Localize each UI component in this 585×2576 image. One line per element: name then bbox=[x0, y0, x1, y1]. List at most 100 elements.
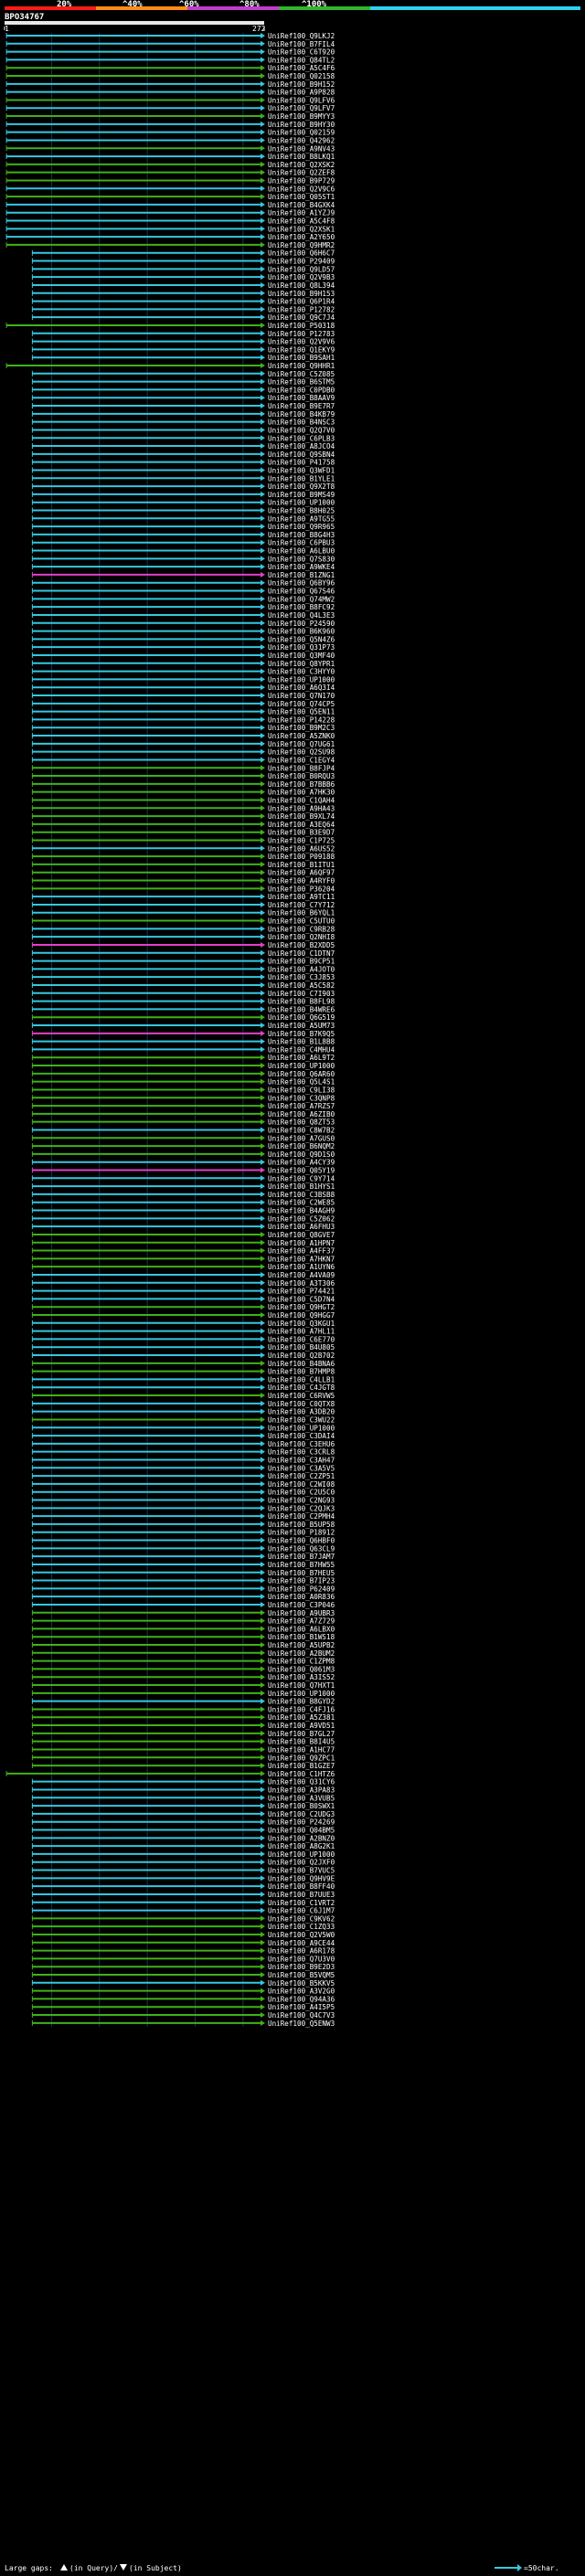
hit-row[interactable]: UniRef100_C0QTX8 bbox=[31, 1400, 335, 1408]
hit-row[interactable]: UniRef100_A5UPB2 bbox=[31, 1641, 335, 1649]
hit-row[interactable]: UniRef100_Q7UG61 bbox=[31, 740, 335, 748]
hit-label[interactable]: UniRef100_C2WE85 bbox=[268, 1199, 335, 1207]
hit-row[interactable]: UniRef100_A9TC11 bbox=[31, 893, 335, 901]
hit-label[interactable]: UniRef100_A6L9T2 bbox=[268, 1054, 335, 1062]
hit-label[interactable]: UniRef100_C2UDG3 bbox=[268, 1810, 335, 1818]
hit-label[interactable]: UniRef100_A3PA83 bbox=[268, 1786, 335, 1794]
hit-label[interactable]: UniRef100_A6US52 bbox=[268, 844, 335, 853]
hit-row[interactable]: UniRef100_B8LKQ1 bbox=[5, 153, 335, 161]
hit-label[interactable]: UniRef100_C9Y714 bbox=[268, 1174, 335, 1182]
hit-label[interactable]: UniRef100_A2Y650 bbox=[268, 233, 335, 241]
hit-row[interactable]: UniRef100_B9XL74 bbox=[31, 812, 335, 821]
hit-row[interactable]: UniRef100_A5C4F8 bbox=[5, 217, 335, 226]
hit-label[interactable]: UniRef100_P36204 bbox=[268, 885, 335, 893]
hit-label[interactable]: UniRef100_B4U805 bbox=[268, 1343, 335, 1352]
hit-label[interactable]: UniRef100_B5KKV5 bbox=[268, 1979, 335, 1988]
hit-label[interactable]: UniRef100_B7FIL4 bbox=[268, 40, 335, 48]
hit-label[interactable]: UniRef100_C3HYY0 bbox=[268, 668, 335, 676]
hit-label[interactable]: UniRef100_Q7U3V0 bbox=[268, 1955, 335, 1963]
hit-row[interactable]: UniRef100_C1P725 bbox=[31, 837, 335, 845]
hit-row[interactable]: UniRef100_Q7S830 bbox=[31, 555, 335, 563]
hit-row[interactable]: UniRef100_P24590 bbox=[31, 620, 335, 628]
hit-row[interactable]: UniRef100_A4VA09 bbox=[31, 1271, 335, 1279]
hit-label[interactable]: UniRef100_B9SAH1 bbox=[268, 354, 335, 362]
hit-label[interactable]: UniRef100_C4JGT8 bbox=[268, 1383, 335, 1392]
hit-label[interactable]: UniRef100_B8FJP4 bbox=[268, 764, 335, 772]
hit-label[interactable]: UniRef100_A9WKE4 bbox=[268, 563, 335, 571]
hit-label[interactable]: UniRef100_Q8YPR1 bbox=[268, 660, 335, 668]
hit-label[interactable]: UniRef100_C5Z085 bbox=[268, 370, 335, 378]
hit-row[interactable]: UniRef100_Q9ZPC1 bbox=[31, 1754, 335, 1762]
hit-row[interactable]: UniRef100_A6LBX0 bbox=[31, 1625, 335, 1633]
hit-row[interactable]: UniRef100_B6STM5 bbox=[31, 378, 335, 387]
hit-label[interactable]: UniRef100_C6J1M7 bbox=[268, 1907, 335, 1915]
hit-row[interactable]: UniRef100_B6NQM2 bbox=[31, 1142, 335, 1150]
hit-row[interactable]: UniRef100_A9HA43 bbox=[31, 804, 335, 812]
hit-row[interactable]: UniRef100_Q9HGG7 bbox=[31, 1311, 335, 1320]
hit-label[interactable]: UniRef100_C0PDB0 bbox=[268, 386, 335, 394]
hit-label[interactable]: UniRef100_B4GXK4 bbox=[268, 201, 335, 209]
hit-row[interactable]: UniRef100_C2WI08 bbox=[31, 1480, 335, 1489]
hit-label[interactable]: UniRef100_P12783 bbox=[268, 330, 335, 338]
hit-label[interactable]: UniRef100_Q6P1R4 bbox=[268, 298, 335, 306]
hit-row[interactable]: UniRef100_B1ZNG1 bbox=[31, 571, 335, 579]
hit-label[interactable]: UniRef100_Q9X2T8 bbox=[268, 482, 335, 491]
hit-row[interactable]: UniRef100_C6E770 bbox=[31, 1335, 335, 1343]
hit-row[interactable]: UniRef100_B4WRE6 bbox=[31, 1005, 335, 1013]
hit-label[interactable]: UniRef100_B7IP23 bbox=[268, 1577, 335, 1585]
hit-row[interactable]: UniRef100_UP1000 bbox=[31, 1424, 335, 1432]
hit-label[interactable]: UniRef100_A5C4F6 bbox=[268, 64, 335, 72]
hit-row[interactable]: UniRef100_Q6BY96 bbox=[31, 579, 335, 588]
hit-label[interactable]: UniRef100_B6NQM2 bbox=[268, 1142, 335, 1150]
hit-label[interactable]: UniRef100_Q2Q7V0 bbox=[268, 426, 335, 434]
hit-label[interactable]: UniRef100_UP1000 bbox=[268, 1424, 335, 1432]
hit-row[interactable]: UniRef100_C2NG93 bbox=[31, 1497, 335, 1505]
hit-row[interactable]: UniRef100_Q9HHR1 bbox=[5, 362, 335, 370]
hit-label[interactable]: UniRef100_P41758 bbox=[268, 459, 335, 467]
hit-row[interactable]: UniRef100_B3E9D7 bbox=[31, 829, 335, 837]
hit-row[interactable]: UniRef100_P62409 bbox=[31, 1585, 335, 1593]
hit-label[interactable]: UniRef100_A5Z381 bbox=[268, 1713, 335, 1722]
hit-label[interactable]: UniRef100_A9UBR3 bbox=[268, 1609, 335, 1617]
hit-row[interactable]: UniRef100_Q2V9V6 bbox=[31, 338, 335, 346]
hit-row[interactable]: UniRef100_B4GXK4 bbox=[5, 201, 335, 209]
hit-label[interactable]: UniRef100_Q31CY6 bbox=[268, 1778, 335, 1786]
hit-label[interactable]: UniRef100_P14228 bbox=[268, 716, 335, 724]
hit-row[interactable]: UniRef100_C1VRT2 bbox=[31, 1899, 335, 1907]
hit-row[interactable]: UniRef100_B5KKV5 bbox=[31, 1979, 335, 1988]
hit-row[interactable]: UniRef100_B8FF40 bbox=[31, 1882, 335, 1891]
hit-row[interactable]: UniRef100_A6L9T2 bbox=[31, 1054, 335, 1062]
hit-label[interactable]: UniRef100_Q9LD57 bbox=[268, 265, 335, 273]
hit-row[interactable]: UniRef100_C2QJK3 bbox=[31, 1504, 335, 1512]
hit-label[interactable]: UniRef100_B8LKQ1 bbox=[268, 153, 335, 161]
hit-row[interactable]: UniRef100_Q8ZT53 bbox=[31, 1118, 335, 1127]
hit-label[interactable]: UniRef100_Q2V9C6 bbox=[268, 185, 335, 193]
hit-label[interactable]: UniRef100_A6Q3I4 bbox=[268, 684, 335, 692]
hit-row[interactable]: UniRef100_A5UM73 bbox=[31, 1022, 335, 1030]
hit-label[interactable]: UniRef100_Q94A36 bbox=[268, 1995, 335, 2003]
hit-row[interactable]: UniRef100_B4KB79 bbox=[31, 410, 335, 419]
hit-label[interactable]: UniRef100_B9MS49 bbox=[268, 491, 335, 499]
hit-label[interactable]: UniRef100_C3J853 bbox=[268, 973, 335, 981]
hit-label[interactable]: UniRef100_C1HTZ6 bbox=[268, 1770, 335, 1778]
hit-label[interactable]: UniRef100_B9M2C3 bbox=[268, 724, 335, 732]
hit-row[interactable]: UniRef100_B8AAV9 bbox=[31, 394, 335, 402]
hit-label[interactable]: UniRef100_UP1000 bbox=[268, 1850, 335, 1859]
hit-row[interactable]: UniRef100_P50318 bbox=[5, 322, 335, 330]
hit-row[interactable]: UniRef100_A6US52 bbox=[31, 844, 335, 853]
hit-label[interactable]: UniRef100_B5UP58 bbox=[268, 1521, 335, 1529]
hit-row[interactable]: UniRef100_A3T306 bbox=[31, 1279, 335, 1288]
hit-label[interactable]: UniRef100_B0SWX1 bbox=[268, 1802, 335, 1810]
hit-label[interactable]: UniRef100_C2U5C0 bbox=[268, 1489, 335, 1497]
hit-row[interactable]: UniRef100_B2XDD5 bbox=[31, 941, 335, 949]
hit-row[interactable]: UniRef100_UP1000 bbox=[31, 1062, 335, 1070]
hit-label[interactable]: UniRef100_A6LBX0 bbox=[268, 1625, 335, 1633]
hit-label[interactable]: UniRef100_C3A5V5 bbox=[268, 1464, 335, 1472]
hit-row[interactable]: UniRef100_P74421 bbox=[31, 1288, 335, 1296]
hit-label[interactable]: UniRef100_Q8GVE7 bbox=[268, 1231, 335, 1239]
hit-label[interactable]: UniRef100_C1P725 bbox=[268, 837, 335, 845]
hit-label[interactable]: UniRef100_A6QF97 bbox=[268, 869, 335, 877]
hit-label[interactable]: UniRef100_Q2JXF0 bbox=[268, 1859, 335, 1867]
hit-label[interactable]: UniRef100_P24269 bbox=[268, 1818, 335, 1827]
hit-row[interactable]: UniRef100_P09188 bbox=[31, 853, 335, 861]
